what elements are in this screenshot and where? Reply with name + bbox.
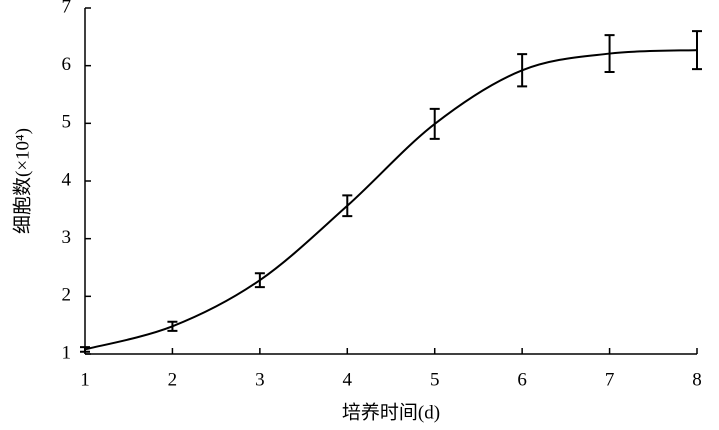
error-bar: [254, 272, 265, 289]
y-tick-label: 4: [62, 169, 72, 190]
x-tick-label: 7: [605, 369, 615, 390]
x-tick-label: 3: [255, 369, 265, 390]
x-tick-label: 8: [692, 369, 702, 390]
error-bar: [692, 30, 702, 71]
error-bar: [517, 53, 528, 88]
y-tick-label: 2: [62, 285, 72, 306]
error-bar: [604, 34, 615, 74]
y-tick-label: 7: [62, 0, 72, 17]
x-tick-label: 5: [430, 369, 440, 390]
x-tick-label: 4: [343, 369, 353, 390]
x-axis-title: 培养时间(d): [342, 401, 440, 423]
x-tick-label: 6: [517, 369, 527, 390]
y-tick-label: 5: [62, 112, 72, 133]
error-bar: [342, 194, 353, 218]
y-tick-label: 3: [62, 227, 72, 248]
y-tick-label: 6: [62, 54, 72, 75]
x-tick-label: 1: [80, 369, 90, 390]
error-bar: [429, 107, 440, 140]
curve: [84, 49, 698, 351]
y-tick-label: 1: [62, 342, 72, 363]
error-bar: [80, 346, 90, 353]
x-tick-label: 2: [168, 369, 178, 390]
y-axis-title: 细胞数(×10⁴): [11, 128, 33, 234]
error-bar: [167, 320, 178, 332]
